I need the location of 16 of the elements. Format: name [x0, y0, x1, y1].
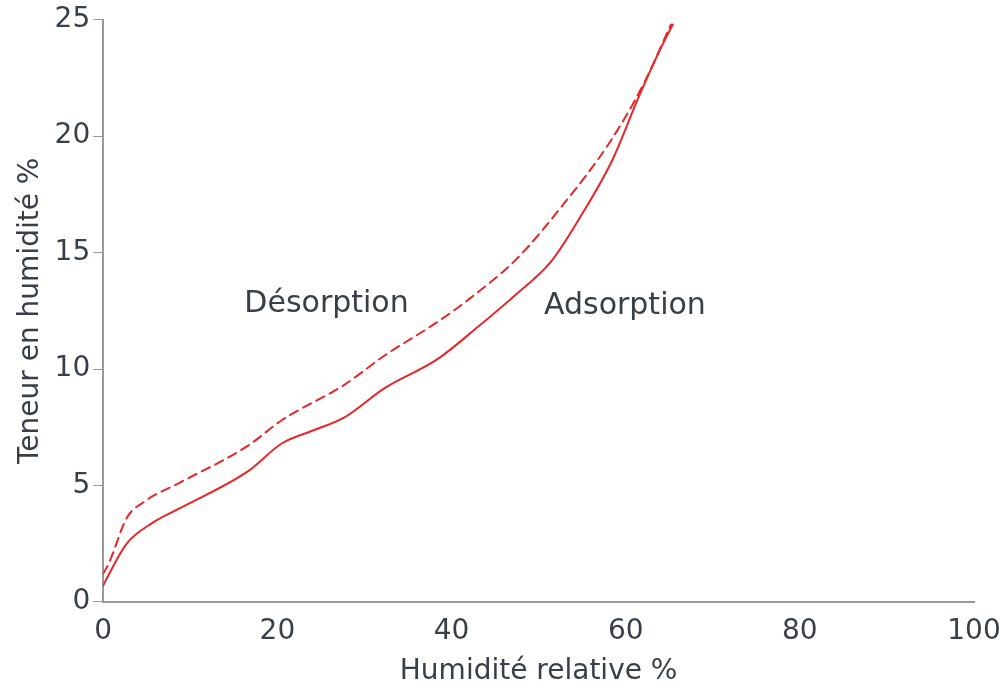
- x-tick-label: 100: [947, 612, 1001, 646]
- y-tick-label: 25: [54, 1, 91, 35]
- x-tick-label: 80: [782, 612, 818, 646]
- x-tick-label: 40: [433, 612, 470, 646]
- y-tick-label: 20: [54, 117, 91, 151]
- x-tick-label: 0: [94, 612, 113, 646]
- x-tick-label: 20: [259, 612, 296, 646]
- y-tick-label: 15: [54, 233, 91, 267]
- y-tick-label: 5: [72, 466, 91, 500]
- y-tick-label: 10: [54, 350, 91, 384]
- y-axis-title: Teneur en humidité %: [12, 157, 46, 465]
- x-axis-title: Humidité relative %: [399, 653, 678, 687]
- series-label: Désorption: [244, 284, 409, 320]
- series-label: Adsorption: [543, 286, 706, 322]
- y-tick-label: 0: [72, 583, 91, 617]
- x-tick-label: 60: [607, 612, 644, 646]
